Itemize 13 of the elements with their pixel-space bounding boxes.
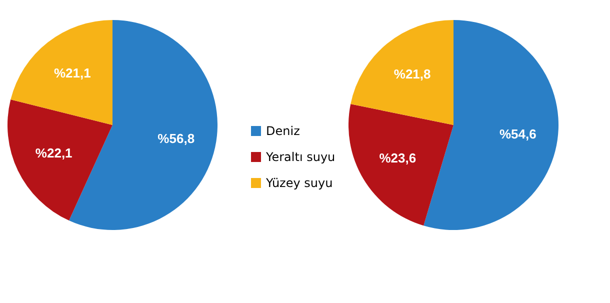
pie-slice — [348, 104, 454, 226]
legend-label: Deniz — [266, 124, 300, 138]
data-label: %22,1 — [35, 145, 72, 160]
legend-label: Yüzey suyu — [265, 176, 333, 190]
data-label: %56,8 — [158, 130, 195, 146]
data-label: %23,6 — [379, 150, 416, 166]
legend-label: Yeraltı suyu — [265, 150, 336, 164]
data-label: %21,8 — [394, 66, 431, 82]
pie-slice — [8, 100, 112, 221]
pie-slice — [10, 20, 112, 125]
data-label: %21,1 — [54, 66, 91, 81]
pie-slice — [350, 20, 454, 125]
data-label: %54,6 — [499, 126, 536, 142]
